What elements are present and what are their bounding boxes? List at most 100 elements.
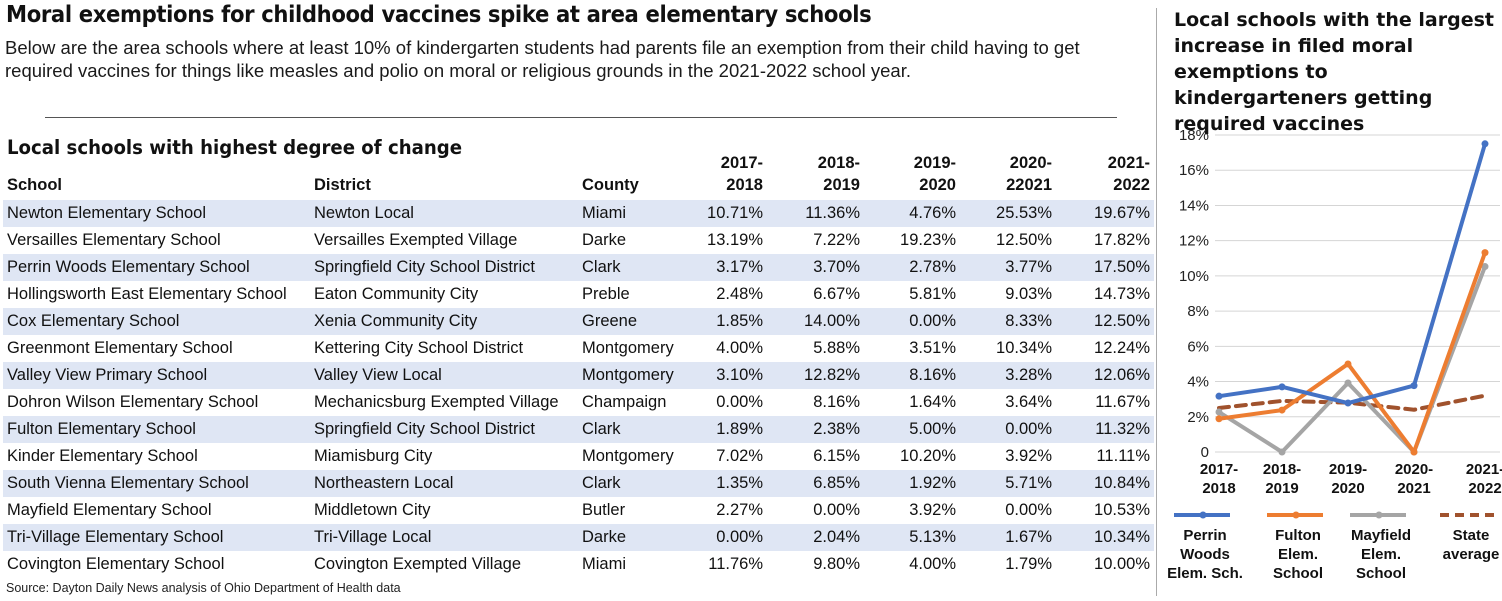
cell-school: Tri-Village Elementary School xyxy=(3,524,310,551)
x-tick-line: 2020 xyxy=(1331,480,1364,497)
intro-text: Below are the area schools where at leas… xyxy=(5,37,1080,81)
cell-2018-2019: 5.88% xyxy=(813,339,860,357)
cell-2019-2020: 1.64% xyxy=(909,393,956,411)
cell-2019-2020: 5.81% xyxy=(909,285,956,303)
x-tick-line: 2018 xyxy=(1202,480,1235,497)
cell-county: Clark xyxy=(578,254,688,281)
cell-school: Dohron Wilson Elementary School xyxy=(7,393,259,411)
cell-2021-2022: 17.50% xyxy=(1056,254,1154,281)
cell-school: Perrin Woods Elementary School xyxy=(3,254,310,281)
divider-rule xyxy=(45,117,1117,118)
y-tick-label: 4% xyxy=(1187,374,1209,391)
cell-2018-2019: 12.82% xyxy=(767,362,864,389)
cell-2019-2020: 4.76% xyxy=(864,200,960,227)
legend-label-line: School xyxy=(1272,565,1323,582)
data-point xyxy=(1344,399,1352,407)
cell-2017-2018: 13.19% xyxy=(707,231,763,249)
cell-2021-2022: 11.11% xyxy=(1096,447,1150,465)
cell-2017-2018: 0.00% xyxy=(688,524,767,551)
cell-2017-2018: 11.76% xyxy=(708,555,763,573)
cell-county: Miami xyxy=(578,200,688,227)
x-tick-label: 2020- 2021 xyxy=(1395,461,1433,497)
cell-2017-2018: 2.27% xyxy=(716,501,763,519)
cell-district: Tri-Village Local xyxy=(310,524,578,551)
cell-2018-2019: 2.04% xyxy=(767,524,864,551)
table-panel: Moral exemptions for childhood vaccines … xyxy=(3,2,1154,595)
table-row: Newton Elementary School Newton Local Miam… xyxy=(3,200,1154,227)
cell-2019-2020: 10.20% xyxy=(900,447,956,465)
cell-school: Greenmont Elementary School xyxy=(7,339,233,357)
table-row: South Vienna Elementary School Northeaste… xyxy=(3,470,1154,497)
cell-2020-2021: 1.79% xyxy=(1005,555,1052,573)
cell-2020-2021: 0.00% xyxy=(960,416,1056,443)
col-district: District xyxy=(314,176,371,194)
y-tick-label: 18% xyxy=(1179,127,1209,144)
cell-2019-2020: 8.16% xyxy=(864,362,960,389)
legend-label-line: Fulton xyxy=(1275,527,1321,544)
legend-label: Mayfield Elem. School xyxy=(1340,526,1422,583)
cell-district: Mechanicsburg Exempted Village xyxy=(314,393,559,411)
y-tick-label: 12% xyxy=(1179,233,1209,250)
x-tick-line: 2018- xyxy=(1263,461,1301,478)
y-tick-label: 16% xyxy=(1179,162,1209,179)
cell-county: Preble xyxy=(582,285,630,303)
col-county: County xyxy=(582,176,639,194)
x-tick-label: 2017- 2018 xyxy=(1200,461,1238,497)
table-row: Hollingsworth East Elementary School Eato… xyxy=(3,281,1154,308)
cell-2019-2020: 5.13% xyxy=(864,524,960,551)
cell-2021-2022: 12.50% xyxy=(1056,308,1154,335)
col-2017-2018: 2017- 2018 xyxy=(720,154,763,194)
cell-2020-2021: 3.28% xyxy=(960,362,1056,389)
col-2019-2020: 2019- 2020 xyxy=(913,154,956,194)
cell-2018-2019: 6.15% xyxy=(813,447,860,465)
cell-2020-2021: 3.64% xyxy=(1005,393,1052,411)
data-point xyxy=(1278,406,1286,414)
cell-2021-2022: 10.34% xyxy=(1056,524,1154,551)
cell-2019-2020: 2.78% xyxy=(864,254,960,281)
table-body: Newton Elementary School Newton Local Miam… xyxy=(3,200,1154,578)
cell-school: Covington Elementary School xyxy=(7,555,225,573)
cell-2021-2022: 10.00% xyxy=(1094,555,1150,573)
legend-label: State average xyxy=(1430,526,1502,564)
cell-2019-2020: 0.00% xyxy=(864,308,960,335)
legend-swatch xyxy=(1350,511,1406,519)
x-tick-label: 2019- 2020 xyxy=(1329,461,1367,497)
schools-table: School District County 2017- 2018 2018- 20… xyxy=(3,150,1154,578)
col-school: School xyxy=(7,176,63,194)
cell-2018-2019: 0.00% xyxy=(813,501,860,519)
table-title: Local schools with highest degree of cha… xyxy=(7,136,463,159)
y-tick-label: 6% xyxy=(1187,338,1209,355)
table-row: Cox Elementary School Xenia Community Cit… xyxy=(3,308,1154,335)
y-tick-label: 0 xyxy=(1201,444,1209,461)
x-tick-label: 2018- 2019 xyxy=(1263,461,1301,497)
table-row: Dohron Wilson Elementary School Mechanics… xyxy=(3,389,1154,416)
legend-label-line: Elem. xyxy=(1360,546,1402,563)
cell-2020-2021: 3.77% xyxy=(960,254,1056,281)
cell-2021-2022: 12.06% xyxy=(1056,362,1154,389)
col-2020-2021: 2020- 22021 xyxy=(1006,154,1052,194)
y-tick-label: 14% xyxy=(1179,197,1209,214)
cell-2017-2018: 3.10% xyxy=(688,362,767,389)
cell-school: South Vienna Elementary School xyxy=(3,470,310,497)
legend-label-line: State xyxy=(1452,527,1490,544)
x-tick-line: 2021 xyxy=(1397,480,1430,497)
cell-county: Greene xyxy=(578,308,688,335)
cell-2019-2020: 3.92% xyxy=(909,501,956,519)
x-tick-label: 2021- 2022 xyxy=(1466,461,1502,497)
legend-label-line: School xyxy=(1355,565,1406,582)
x-tick-line: 2019- xyxy=(1329,461,1367,478)
cell-2020-2021: 3.92% xyxy=(1005,447,1052,465)
cell-county: Clark xyxy=(578,470,688,497)
cell-county: Darke xyxy=(578,524,688,551)
cell-district: Middletown City xyxy=(314,501,431,519)
cell-2019-2020: 1.92% xyxy=(864,470,960,497)
cell-2017-2018: 0.00% xyxy=(716,393,763,411)
legend-label-line: Elem. xyxy=(1277,546,1319,563)
cell-2018-2019: 6.85% xyxy=(767,470,864,497)
cell-district: Xenia Community City xyxy=(310,308,578,335)
x-tick-line: 2021- xyxy=(1466,461,1502,478)
col-2018-2019: 2018- 2019 xyxy=(817,154,860,194)
cell-2019-2020: 5.00% xyxy=(864,416,960,443)
headline: Moral exemptions for childhood vaccines … xyxy=(6,2,872,28)
